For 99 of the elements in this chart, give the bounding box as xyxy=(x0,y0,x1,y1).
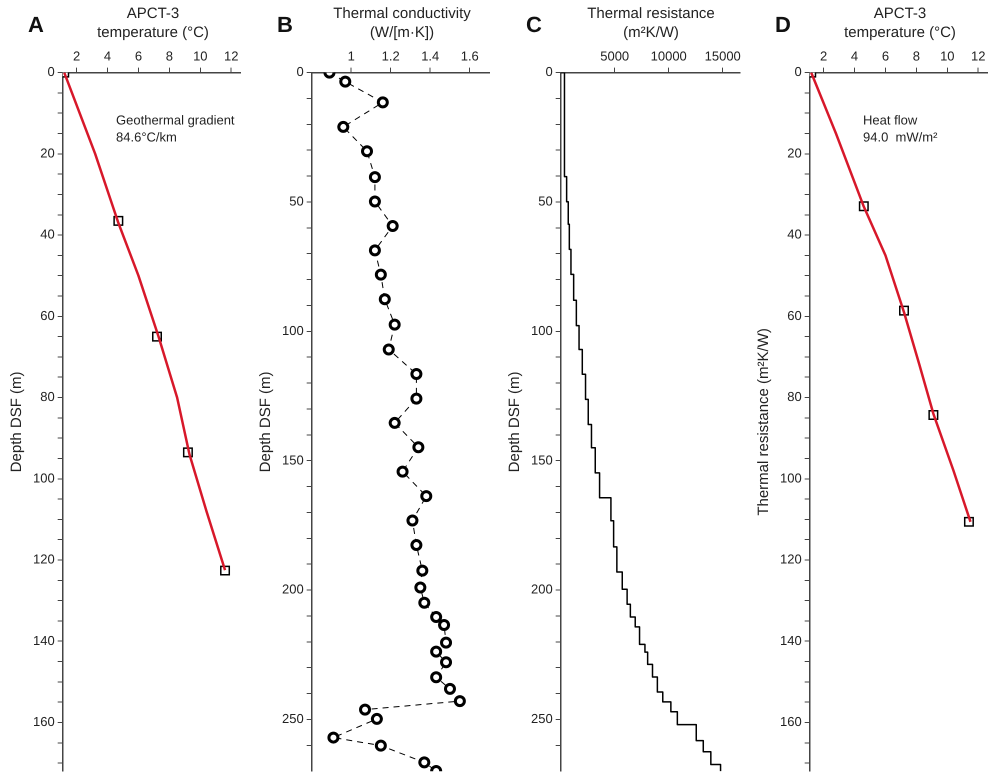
point xyxy=(374,268,387,281)
y-tick-label: 160 xyxy=(32,714,55,730)
y-tick-label: 100 xyxy=(530,322,553,338)
point xyxy=(440,636,452,649)
point xyxy=(359,704,372,716)
point xyxy=(430,646,442,658)
x-tick-label: 8 xyxy=(912,48,920,64)
y-axis-title: Depth DSF (m) xyxy=(257,371,274,472)
x-tick-label: 10000 xyxy=(650,48,687,64)
y-axis-title: Thermal resistance (m²K/W) xyxy=(755,328,772,516)
point xyxy=(368,171,381,184)
y-tick-label: 200 xyxy=(282,582,304,597)
point xyxy=(410,539,422,552)
y-tick-label: 0 xyxy=(47,64,55,80)
x-axis-title: Thermal conductivity (W/[m·K]) xyxy=(332,4,472,42)
x-tick-label: 12 xyxy=(970,48,986,64)
x-tick-label: 1.6 xyxy=(460,48,479,64)
point xyxy=(444,682,456,695)
point xyxy=(337,120,350,133)
y-tick-label: 0 xyxy=(296,64,304,80)
x-tick-label: 1 xyxy=(348,48,355,64)
point xyxy=(420,490,432,502)
point xyxy=(416,564,428,577)
x-tick-label: 6 xyxy=(882,48,890,64)
x-tick-label: 1.2 xyxy=(382,48,400,64)
y-tick-label: 50 xyxy=(289,194,304,209)
chart-title: A xyxy=(28,12,44,38)
annotation: Geothermal gradient 84.6°C/km xyxy=(116,112,235,145)
point xyxy=(368,195,381,208)
y-tick-label: 150 xyxy=(530,452,553,468)
point xyxy=(414,581,426,594)
point xyxy=(388,318,401,331)
y-tick-label: 0 xyxy=(794,64,802,80)
chart-title: C xyxy=(526,12,542,38)
x-tick-label: 10 xyxy=(940,48,955,64)
x-tick-label: 6 xyxy=(134,48,142,64)
y-tick-label: 60 xyxy=(787,308,802,323)
y-tick-label: 40 xyxy=(787,226,802,242)
point xyxy=(339,76,352,88)
x-tick-label: 5000 xyxy=(600,48,630,64)
point xyxy=(388,416,401,429)
annotation: Heat flow 94.0 mW/m² xyxy=(863,112,938,145)
y-tick-label: 40 xyxy=(40,226,55,242)
y-tick-label: 60 xyxy=(40,308,55,323)
point xyxy=(376,96,389,108)
x-tick-label: 8 xyxy=(166,48,173,64)
point xyxy=(418,756,430,768)
x-tick-label: 12 xyxy=(224,48,238,64)
y-tick-label: 100 xyxy=(32,470,55,486)
y-tick-label: 80 xyxy=(787,389,802,404)
chart-title: B xyxy=(277,12,293,38)
y-tick-label: 140 xyxy=(32,632,55,648)
y-tick-label: 120 xyxy=(780,552,802,567)
y-tick-label: 250 xyxy=(530,711,553,726)
point xyxy=(370,712,383,725)
point xyxy=(410,392,422,405)
x-tick-label: 2 xyxy=(72,48,80,64)
y-tick-label: 0 xyxy=(545,64,553,80)
y-tick-label: 150 xyxy=(282,452,304,468)
point xyxy=(430,671,442,684)
y-axis-title: Depth DSF (m) xyxy=(8,371,26,472)
x-tick-label: 1.4 xyxy=(421,48,440,64)
point xyxy=(418,596,430,609)
x-tick-label: 15000 xyxy=(704,48,741,64)
point xyxy=(440,656,452,668)
y-axis-title: Depth DSF (m) xyxy=(506,371,524,472)
x-tick-label: 4 xyxy=(104,48,112,64)
point xyxy=(438,619,450,632)
y-tick-label: 140 xyxy=(780,632,802,648)
point xyxy=(386,220,399,232)
y-tick-label: 250 xyxy=(282,711,304,726)
y-tick-label: 50 xyxy=(538,194,553,209)
x-tick-label: 2 xyxy=(820,48,828,64)
point xyxy=(368,244,381,256)
y-tick-label: 120 xyxy=(32,552,55,567)
point xyxy=(361,145,374,158)
point xyxy=(396,466,409,478)
point xyxy=(374,740,387,752)
chart-title: D xyxy=(775,12,791,38)
point xyxy=(430,610,442,623)
point xyxy=(454,695,466,708)
point xyxy=(406,514,418,526)
y-tick-label: 20 xyxy=(40,145,55,160)
x-tick-label: 10 xyxy=(193,48,208,64)
y-tick-label: 80 xyxy=(40,389,55,404)
x-axis-title: Thermal resistance (m²K/W) xyxy=(586,4,716,42)
y-tick-label: 100 xyxy=(780,470,802,486)
x-axis-title: APCT-3 temperature (°C) xyxy=(96,4,210,42)
x-tick-label: 4 xyxy=(850,48,858,64)
y-tick-label: 160 xyxy=(780,714,802,730)
point xyxy=(327,732,340,744)
point xyxy=(378,293,391,306)
y-tick-label: 100 xyxy=(282,322,304,338)
point xyxy=(410,368,422,380)
x-axis-title: APCT-3 temperature (°C) xyxy=(843,4,957,42)
y-tick-label: 200 xyxy=(530,582,553,597)
y-tick-label: 20 xyxy=(787,145,802,160)
point xyxy=(412,441,424,454)
point xyxy=(382,343,395,356)
